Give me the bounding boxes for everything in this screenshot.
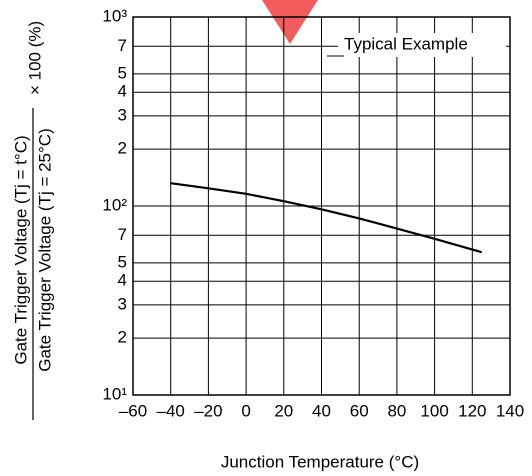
x-tick-label: 20: [274, 401, 293, 420]
watermark: [262, 0, 318, 44]
y-tick-label: 4: [118, 271, 127, 290]
x-tick-label: 100: [420, 401, 448, 420]
y-tick-label: 10²: [102, 195, 127, 214]
y-tick-label: 3: [118, 294, 127, 313]
y-tick-label: 5: [118, 252, 127, 271]
plot-frame: [132, 16, 511, 396]
x-tick-label: 0: [241, 401, 250, 420]
x-tick-label: 40: [312, 401, 331, 420]
x-tick-label: 80: [387, 401, 406, 420]
y-tick-label: 5: [118, 63, 127, 82]
y-axis-title-multiplier: × 100 (%): [25, 21, 44, 95]
x-tick-label: 60: [350, 401, 369, 420]
x-tick-label: –60: [119, 401, 147, 420]
y-tick-label: 3: [118, 105, 127, 124]
y-tick-label: 10³: [102, 6, 127, 25]
x-tick-label: –20: [194, 401, 222, 420]
x-tick-label: 120: [458, 401, 486, 420]
x-axis-title: Junction Temperature (°C): [221, 452, 419, 471]
y-tick-label: 10¹: [102, 384, 127, 403]
y-axis-title-numerator: Gate Trigger Voltage (Tj = t°C): [11, 135, 30, 364]
y-tick-label: 4: [118, 82, 127, 101]
x-tick-label: 140: [496, 401, 524, 420]
x-tick-label: –40: [157, 401, 185, 420]
annotation: Typical Example: [344, 34, 468, 53]
annotation-background: [338, 33, 506, 57]
data-line: [170, 182, 483, 254]
y-tick-label: 2: [118, 328, 127, 347]
y-axis-title-denominator: Gate Trigger Voltage (Tj = 25°C): [35, 128, 54, 372]
y-tick-label: 2: [118, 139, 127, 158]
y-tick-label: 7: [118, 36, 127, 55]
y-tick-label: 7: [118, 225, 127, 244]
